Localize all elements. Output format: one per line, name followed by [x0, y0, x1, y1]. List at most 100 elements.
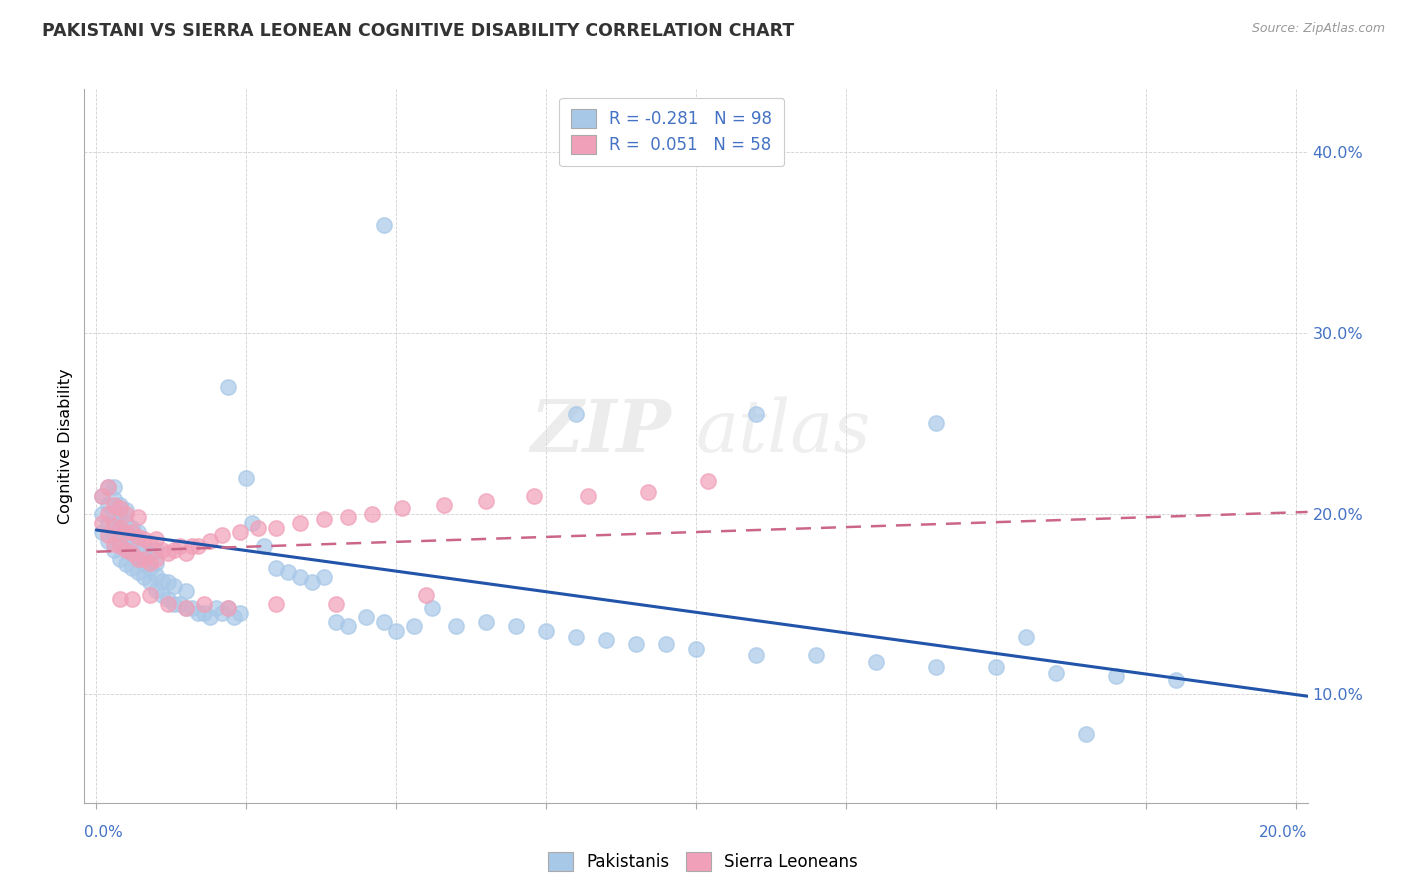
Point — [121, 591, 143, 606]
Point — [110, 524, 132, 539]
Point — [187, 539, 209, 553]
Text: PAKISTANI VS SIERRA LEONEAN COGNITIVE DISABILITY CORRELATION CHART: PAKISTANI VS SIERRA LEONEAN COGNITIVE DI… — [42, 22, 794, 40]
Point — [91, 507, 114, 521]
Text: Source: ZipAtlas.com: Source: ZipAtlas.com — [1251, 22, 1385, 36]
Point — [127, 530, 149, 544]
Point — [103, 498, 125, 512]
Point — [103, 542, 125, 557]
Point — [110, 552, 132, 566]
Point — [150, 542, 173, 557]
Point — [115, 503, 138, 517]
Point — [103, 528, 125, 542]
Point — [121, 547, 143, 561]
Point — [110, 591, 132, 606]
Point — [127, 552, 149, 566]
Point — [361, 507, 384, 521]
Point — [1164, 673, 1187, 687]
Point — [145, 582, 167, 597]
Point — [595, 633, 617, 648]
Point — [134, 532, 156, 546]
Point — [925, 417, 948, 431]
Point — [134, 570, 156, 584]
Point — [337, 510, 360, 524]
Point — [115, 542, 138, 557]
Text: 0.0%: 0.0% — [84, 825, 124, 840]
Point — [373, 615, 395, 629]
Point — [174, 600, 197, 615]
Text: 20.0%: 20.0% — [1260, 825, 1308, 840]
Point — [150, 588, 173, 602]
Point — [103, 507, 125, 521]
Point — [685, 642, 707, 657]
Point — [624, 637, 647, 651]
Point — [314, 512, 336, 526]
Point — [247, 521, 270, 535]
Point — [354, 609, 377, 624]
Point — [110, 498, 132, 512]
Legend: R = -0.281   N = 98, R =  0.051   N = 58: R = -0.281 N = 98, R = 0.051 N = 58 — [560, 97, 783, 166]
Point — [373, 218, 395, 232]
Point — [264, 597, 287, 611]
Point — [97, 498, 120, 512]
Point — [127, 565, 149, 579]
Point — [264, 521, 287, 535]
Point — [181, 600, 204, 615]
Point — [277, 565, 299, 579]
Point — [523, 489, 546, 503]
Point — [103, 519, 125, 533]
Point — [97, 528, 120, 542]
Point — [925, 660, 948, 674]
Point — [576, 489, 599, 503]
Point — [97, 533, 120, 548]
Point — [110, 539, 132, 553]
Point — [325, 597, 347, 611]
Point — [103, 537, 125, 551]
Point — [290, 516, 312, 530]
Point — [127, 552, 149, 566]
Point — [697, 474, 720, 488]
Point — [127, 510, 149, 524]
Point — [325, 615, 347, 629]
Point — [187, 606, 209, 620]
Point — [157, 575, 180, 590]
Point — [433, 498, 456, 512]
Point — [97, 480, 120, 494]
Point — [264, 561, 287, 575]
Point — [193, 606, 215, 620]
Point — [337, 619, 360, 633]
Point — [181, 539, 204, 553]
Point — [415, 588, 437, 602]
Point — [314, 570, 336, 584]
Point — [229, 524, 252, 539]
Point — [200, 533, 222, 548]
Point — [145, 542, 167, 557]
Point — [134, 558, 156, 572]
Point — [139, 561, 162, 575]
Point — [163, 542, 186, 557]
Point — [163, 579, 186, 593]
Point — [1015, 630, 1038, 644]
Point — [1074, 727, 1097, 741]
Text: atlas: atlas — [696, 396, 872, 467]
Point — [91, 489, 114, 503]
Point — [290, 570, 312, 584]
Point — [1105, 669, 1128, 683]
Point — [193, 597, 215, 611]
Point — [134, 542, 156, 557]
Point — [97, 516, 120, 530]
Point — [115, 558, 138, 572]
Point — [391, 501, 413, 516]
Point — [145, 532, 167, 546]
Point — [253, 539, 276, 553]
Point — [984, 660, 1007, 674]
Point — [110, 501, 132, 516]
Point — [224, 609, 246, 624]
Point — [150, 574, 173, 588]
Point — [121, 533, 143, 548]
Point — [174, 547, 197, 561]
Point — [139, 575, 162, 590]
Point — [91, 489, 114, 503]
Point — [115, 516, 138, 530]
Point — [174, 600, 197, 615]
Point — [217, 600, 239, 615]
